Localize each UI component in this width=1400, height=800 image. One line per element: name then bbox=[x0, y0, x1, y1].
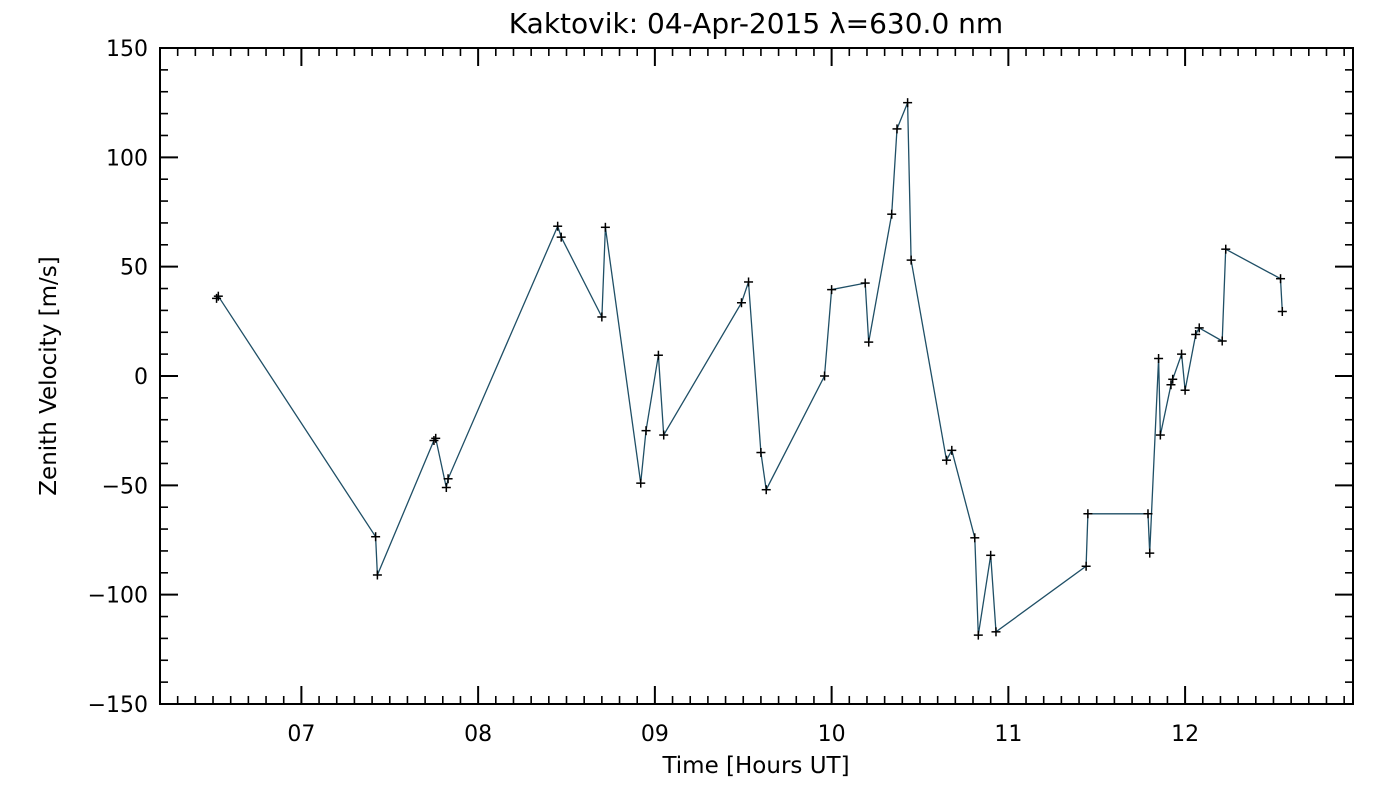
data-point bbox=[1221, 244, 1231, 254]
data-point bbox=[941, 455, 951, 465]
data-point bbox=[556, 232, 566, 242]
y-tick-label: 100 bbox=[106, 146, 148, 171]
data-point bbox=[744, 277, 754, 287]
tick-labels: 07 08 09 10 11 12 −150 −100 −50 0 50 100 150 bbox=[88, 37, 1200, 747]
x-tick-label: 07 bbox=[287, 722, 315, 747]
data-point bbox=[1191, 329, 1201, 339]
series-line bbox=[216, 102, 1283, 636]
y-axis-label: Zenith Velocity [m/s] bbox=[36, 256, 62, 495]
data-point bbox=[600, 222, 610, 232]
data-point bbox=[212, 293, 222, 303]
data-point bbox=[1145, 548, 1155, 558]
data-point bbox=[1276, 274, 1286, 284]
data-point bbox=[1194, 323, 1204, 333]
y-tick-label: −150 bbox=[88, 693, 148, 718]
data-point bbox=[1154, 354, 1164, 364]
y-tick-label: 150 bbox=[106, 37, 148, 62]
y-tick-label: −100 bbox=[88, 584, 148, 609]
data-point bbox=[827, 285, 837, 295]
data-point bbox=[1081, 561, 1091, 571]
data-point bbox=[864, 337, 874, 347]
data-point bbox=[371, 532, 381, 542]
data-point bbox=[431, 433, 441, 443]
data-point bbox=[659, 430, 669, 440]
data-point bbox=[1083, 509, 1093, 519]
data-point bbox=[213, 291, 223, 301]
x-tick-label: 09 bbox=[641, 722, 669, 747]
data-point bbox=[903, 98, 913, 108]
x-tick-label: 08 bbox=[464, 722, 492, 747]
data-point bbox=[860, 278, 870, 288]
data-point bbox=[973, 630, 983, 640]
data-point bbox=[970, 533, 980, 543]
x-tick-label: 12 bbox=[1171, 722, 1199, 747]
x-tick-label: 11 bbox=[994, 722, 1022, 747]
data-point bbox=[443, 474, 453, 484]
data-point bbox=[636, 478, 646, 488]
data-point bbox=[820, 371, 830, 381]
data-point bbox=[1166, 380, 1176, 390]
data-point bbox=[756, 448, 766, 458]
data-point bbox=[736, 298, 746, 308]
y-tick-label: −50 bbox=[102, 474, 148, 499]
data-point bbox=[372, 570, 382, 580]
data-point bbox=[887, 209, 897, 219]
data-point bbox=[906, 255, 916, 265]
data-point bbox=[947, 445, 957, 455]
data-markers bbox=[212, 98, 1287, 640]
data-point bbox=[641, 426, 651, 436]
data-point bbox=[441, 483, 451, 493]
data-point bbox=[892, 124, 902, 134]
data-point bbox=[429, 436, 439, 446]
data-point bbox=[991, 627, 1001, 637]
y-tick-label: 50 bbox=[120, 256, 148, 281]
data-point bbox=[1180, 385, 1190, 395]
data-point bbox=[1155, 430, 1165, 440]
data-point bbox=[597, 312, 607, 322]
x-axis-label: Time [Hours UT] bbox=[661, 753, 849, 779]
data-point bbox=[1217, 336, 1227, 346]
data-point bbox=[761, 485, 771, 495]
chart-title: Kaktovik: 04-Apr-2015 λ=630.0 nm bbox=[509, 7, 1003, 40]
plot-frame bbox=[159, 47, 1354, 705]
data-point bbox=[1277, 306, 1287, 316]
data-point bbox=[986, 550, 996, 560]
data-point bbox=[1168, 374, 1178, 384]
y-tick-label: 0 bbox=[134, 365, 148, 390]
data-point bbox=[1177, 349, 1187, 359]
data-point bbox=[1143, 509, 1153, 519]
data-point bbox=[553, 221, 563, 231]
data-point bbox=[653, 350, 663, 360]
x-tick-label: 10 bbox=[818, 722, 846, 747]
